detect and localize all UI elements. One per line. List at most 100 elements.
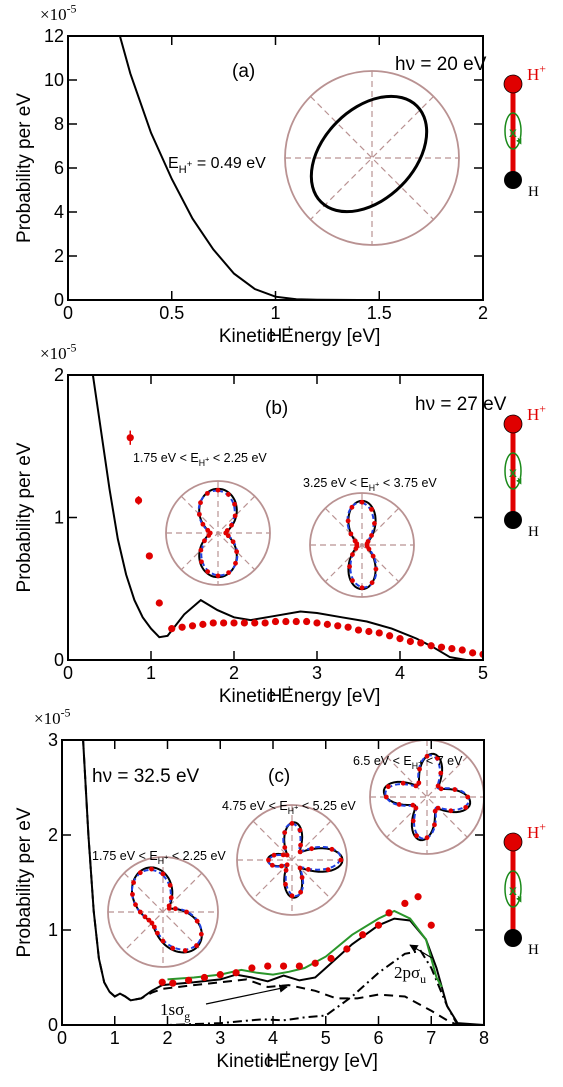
inset-point xyxy=(348,531,354,537)
annotation-part: 6.5 eV < E xyxy=(353,754,412,768)
inset-point xyxy=(347,564,352,569)
inset-point xyxy=(416,780,422,786)
annotation-part: H xyxy=(158,856,164,866)
atom-label-part: H xyxy=(527,65,539,84)
annotation-part: H xyxy=(199,458,205,468)
annotation-part: < 2.25 eV xyxy=(168,849,226,863)
data-point xyxy=(240,619,248,627)
inset-point xyxy=(372,521,377,526)
x-tick-label: 0 xyxy=(57,1028,67,1048)
proton xyxy=(503,832,523,852)
data-point xyxy=(327,954,335,963)
y-tick-label: 8 xyxy=(54,114,64,134)
inset-point xyxy=(232,513,238,519)
inset-point xyxy=(369,506,374,512)
annotation-part: 1.75 eV < E xyxy=(92,849,158,863)
y-tick-label: 1 xyxy=(54,508,64,528)
inset-point xyxy=(225,491,231,497)
atom-label: H+ xyxy=(527,819,546,842)
inset-point xyxy=(305,867,311,872)
x-tick-label: 0 xyxy=(63,663,73,683)
inset-point xyxy=(435,783,441,789)
inset-point xyxy=(369,580,375,586)
inset-point xyxy=(184,909,189,915)
x-axis-label-part: Kinetic Energy [eV] xyxy=(214,686,381,707)
data-point xyxy=(448,645,456,653)
hydrogen xyxy=(504,511,522,529)
inset-curve xyxy=(309,94,429,214)
data-point xyxy=(134,496,143,504)
axis-label: x xyxy=(509,464,517,480)
data-point xyxy=(279,962,288,970)
x-tick-label: 5 xyxy=(321,1028,331,1048)
inset-point xyxy=(234,549,240,555)
data-point xyxy=(220,619,228,627)
y-multiplier: ×10-5 xyxy=(34,705,71,728)
annotation-part: < 5.25 eV xyxy=(298,799,356,813)
annotation-part: H xyxy=(179,164,187,176)
axis-label: x xyxy=(509,124,517,140)
inset-point xyxy=(198,931,204,937)
inset-point xyxy=(282,830,288,836)
data-point xyxy=(178,623,186,631)
data-point xyxy=(209,619,217,627)
rotation-arrow xyxy=(515,895,522,903)
data-point xyxy=(261,619,269,627)
inset-point xyxy=(438,770,444,776)
inset-point xyxy=(154,930,160,936)
inset-point xyxy=(383,794,389,800)
atom-label: H xyxy=(528,524,539,540)
annotation-arrow xyxy=(205,984,288,1005)
x-tick-label: 3 xyxy=(312,663,322,683)
axis-label: x xyxy=(509,882,517,898)
inset-point xyxy=(194,943,199,948)
annotation: 2pσu xyxy=(394,963,426,986)
inset-point xyxy=(350,578,355,584)
annotation-part: 3.25 eV < E xyxy=(303,476,369,490)
x-axis-label-part: Kinetic Energy [eV] xyxy=(211,1051,378,1072)
x-axis-label-part: + xyxy=(285,321,293,336)
inset-point xyxy=(271,852,277,858)
inset-point xyxy=(350,552,355,557)
inset-point xyxy=(400,780,406,786)
data-line xyxy=(62,949,484,1025)
data-point xyxy=(126,434,134,442)
data-point xyxy=(385,909,393,917)
annotation-part: g xyxy=(184,1009,190,1023)
inset-point xyxy=(133,902,138,908)
polar-inset xyxy=(236,804,348,916)
data-point xyxy=(271,617,280,626)
inset-point xyxy=(194,918,200,924)
inset-point xyxy=(282,845,288,850)
annotation: 6.5 eV < EH+ < 7 eV xyxy=(353,754,463,771)
data-point xyxy=(375,629,383,637)
x-tick-label: 4 xyxy=(268,1028,278,1048)
inset-point xyxy=(269,862,275,868)
y-multiplier-part: -5 xyxy=(67,340,77,354)
x-tick-label: 1.5 xyxy=(367,303,392,323)
inset-point xyxy=(435,805,441,811)
inset-point xyxy=(297,865,303,871)
inset-point xyxy=(463,804,469,810)
rotation xyxy=(504,870,522,908)
inset-point xyxy=(215,573,221,579)
inset-point xyxy=(432,822,437,828)
annotation-part: + xyxy=(205,454,210,463)
inset-point xyxy=(410,818,416,824)
rotation xyxy=(504,112,522,150)
x-tick-label: 0 xyxy=(63,303,73,323)
x-tick-label: 4 xyxy=(395,663,405,683)
atom-label-part: H xyxy=(527,405,539,424)
inset-point xyxy=(438,786,444,792)
inset-point xyxy=(137,870,143,876)
inset-point xyxy=(204,490,210,496)
data-point xyxy=(313,619,321,627)
y-tick-label: 2 xyxy=(48,825,58,845)
x-axis-label: H + Kinetic Energy [eV] xyxy=(214,681,381,707)
annotation: 4.75 eV < EH+ < 5.25 eV xyxy=(222,799,356,816)
data-point xyxy=(295,962,303,970)
inset-axis xyxy=(386,756,468,838)
data-line xyxy=(91,375,483,660)
inset-curve xyxy=(131,868,203,951)
inset-point xyxy=(298,842,303,848)
